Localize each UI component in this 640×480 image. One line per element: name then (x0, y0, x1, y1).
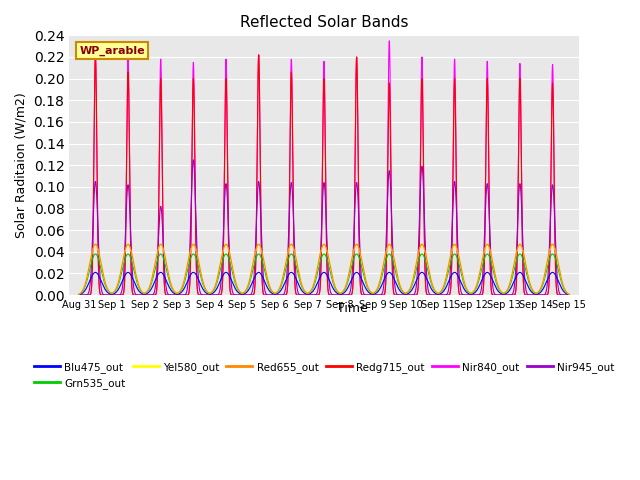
Y-axis label: Solar Raditaion (W/m2): Solar Raditaion (W/m2) (15, 92, 28, 238)
Legend: Blu475_out, Grn535_out, Yel580_out, Red655_out, Redg715_out, Nir840_out, Nir945_: Blu475_out, Grn535_out, Yel580_out, Red6… (29, 358, 618, 393)
Text: Time: Time (337, 302, 367, 315)
Title: Reflected Solar Bands: Reflected Solar Bands (240, 15, 408, 30)
Text: WP_arable: WP_arable (79, 46, 145, 56)
